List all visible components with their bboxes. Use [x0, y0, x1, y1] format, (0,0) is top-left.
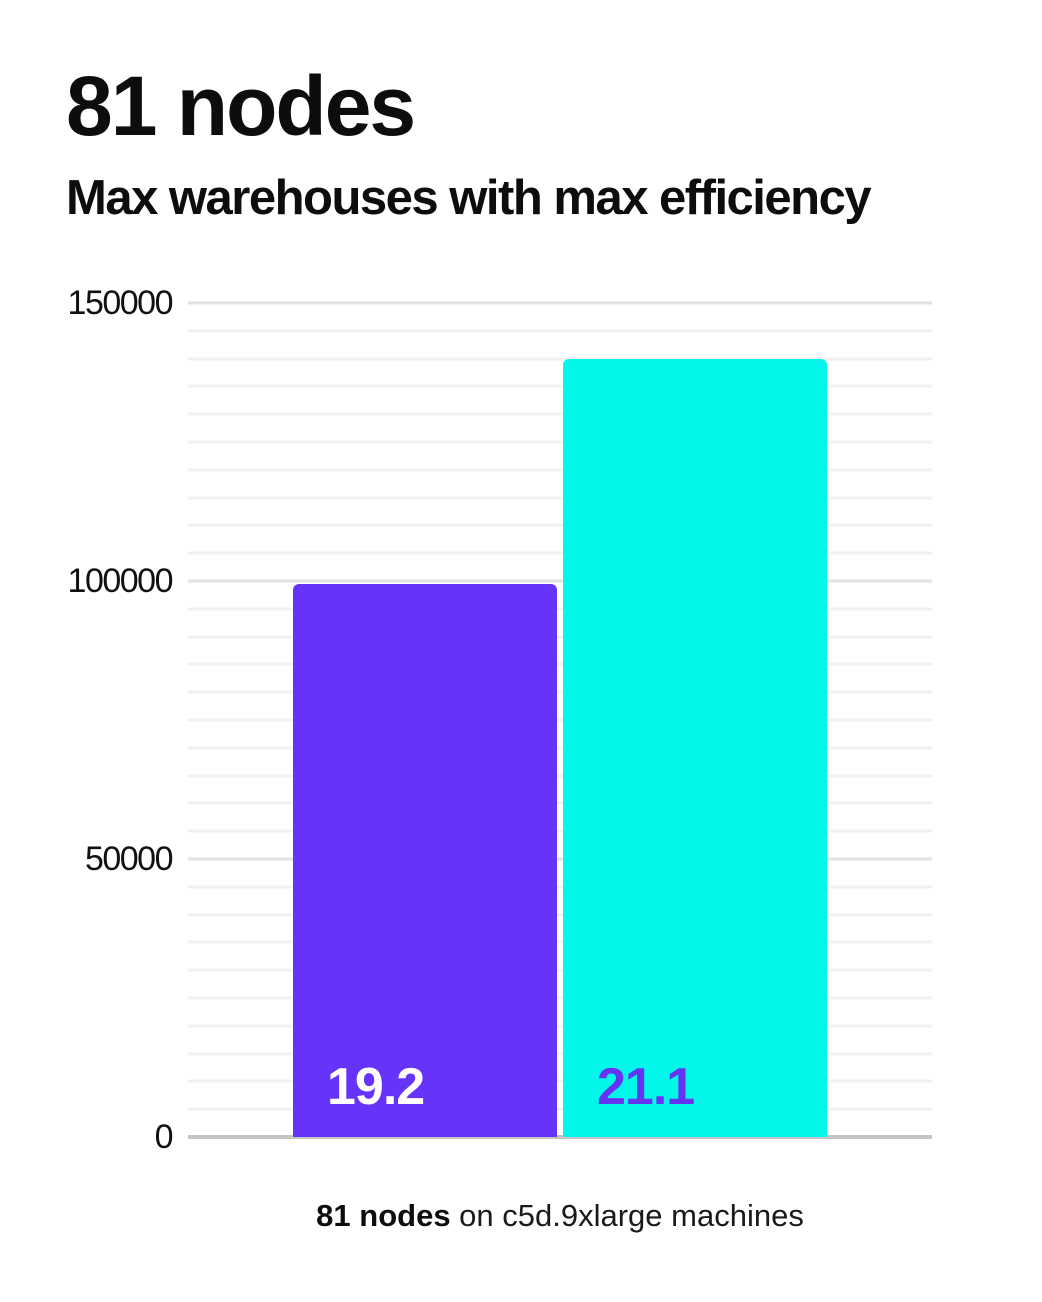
- gridline-major: [188, 301, 932, 305]
- chart-card: 81 nodes Max warehouses with max efficie…: [2, 2, 1020, 1298]
- gridline-major: [188, 857, 932, 861]
- gridline-minor: [188, 1079, 932, 1083]
- y-tick-label: 50000: [84, 840, 174, 878]
- gridline-minor: [188, 718, 932, 722]
- gridline-minor: [188, 996, 932, 1000]
- caption-rest: on c5d.9xlarge machines: [450, 1198, 804, 1233]
- gridline-minor: [188, 1024, 932, 1028]
- gridline-minor: [188, 913, 932, 917]
- gridline-minor: [188, 662, 932, 666]
- gridline-minor: [188, 412, 932, 416]
- gridline-minor: [188, 1107, 932, 1111]
- gridline-minor: [188, 329, 932, 333]
- gridline-minor: [188, 523, 932, 527]
- chart-caption: 81 nodes on c5d.9xlarge machines: [188, 1194, 932, 1238]
- gridline-minor: [188, 1052, 932, 1056]
- x-axis-line: [188, 1135, 932, 1139]
- gridline-minor: [188, 468, 932, 472]
- gridline-minor: [188, 940, 932, 944]
- gridline-minor: [188, 551, 932, 555]
- gridline-major: [188, 579, 932, 583]
- gridline-minor: [188, 635, 932, 639]
- bar-value-label: 19.2: [327, 1058, 425, 1116]
- y-tick-label: 100000: [67, 562, 174, 600]
- y-tick-label: 150000: [67, 284, 174, 322]
- y-tick-label: 0: [154, 1118, 174, 1156]
- gridline-minor: [188, 774, 932, 778]
- gridline-minor: [188, 746, 932, 750]
- gridline-minor: [188, 885, 932, 889]
- gridline-minor: [188, 607, 932, 611]
- bar: 19.2: [293, 583, 557, 1137]
- bar: 21.1: [563, 358, 827, 1137]
- gridline-minor: [188, 357, 932, 361]
- gridline-minor: [188, 384, 932, 388]
- gridline-minor: [188, 829, 932, 833]
- caption-bold: 81 nodes: [316, 1198, 451, 1233]
- gridline-minor: [188, 496, 932, 500]
- y-axis: 0 50000 100000 150000: [2, 286, 174, 1154]
- gridline-minor: [188, 440, 932, 444]
- plot-area: 19.2 21.1: [188, 301, 932, 1139]
- page-title: 81 nodes: [66, 59, 416, 153]
- bar-value-label: 21.1: [597, 1058, 695, 1116]
- gridline-minor: [188, 968, 932, 972]
- page-subtitle: Max warehouses with max efficiency: [66, 171, 872, 225]
- gridline-minor: [188, 801, 932, 805]
- gridline-minor: [188, 690, 932, 694]
